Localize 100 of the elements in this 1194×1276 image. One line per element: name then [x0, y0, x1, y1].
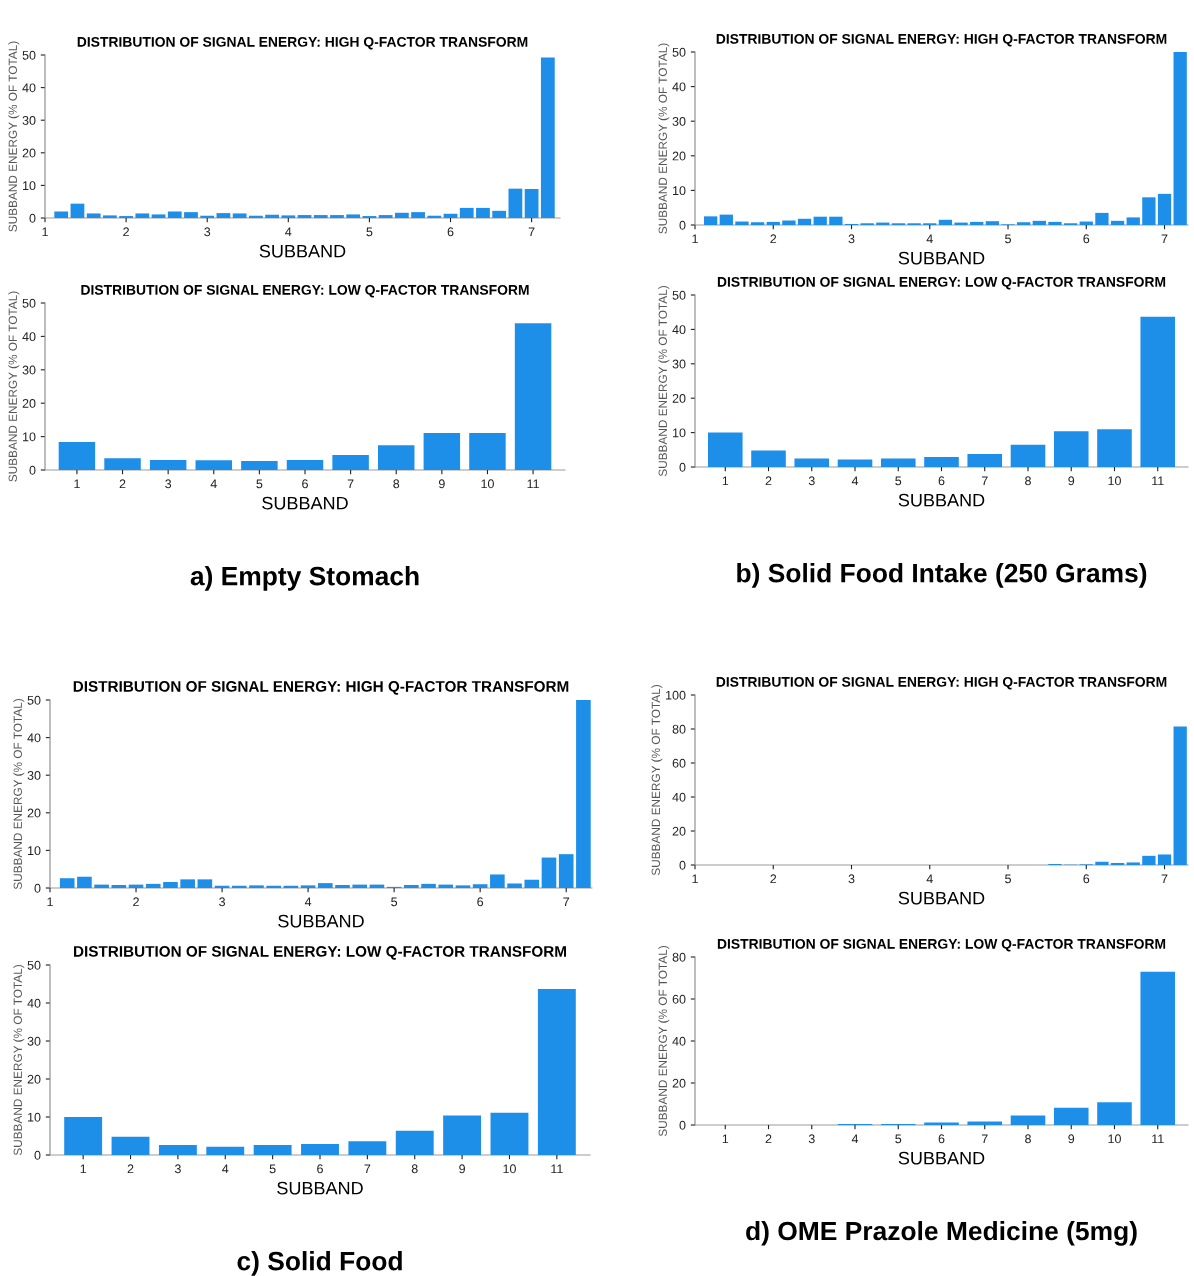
- y-axis-title: SUBBAND ENERGY (% OF TOTAL): [658, 43, 670, 234]
- bar: [524, 879, 540, 888]
- x-tick-label: 6: [447, 227, 454, 237]
- x-tick-label: 3: [808, 1134, 815, 1144]
- y-tick-label: 0: [29, 213, 36, 223]
- y-axis-title: SUBBAND ENERGY (% OF TOTAL): [13, 699, 25, 890]
- bar: [332, 454, 369, 470]
- bar: [249, 885, 264, 888]
- x-tick-label: 7: [528, 227, 535, 237]
- bar: [195, 460, 233, 470]
- x-tick-label: 1: [47, 897, 53, 907]
- bar: [253, 1145, 292, 1155]
- x-tick-label: 9: [438, 479, 445, 489]
- x-tick-label: 10: [481, 479, 494, 489]
- bar: [455, 885, 471, 888]
- x-tick-label: 6: [317, 1164, 323, 1174]
- bar: [837, 459, 873, 467]
- bar: [200, 215, 215, 218]
- y-tick-label: 0: [29, 465, 36, 475]
- bar: [490, 1112, 529, 1155]
- y-tick-label: 50: [27, 960, 41, 970]
- bar: [813, 216, 827, 225]
- bar: [301, 1143, 339, 1155]
- x-tick-label: 9: [1068, 476, 1075, 486]
- x-axis-title: SUBBAND: [898, 1151, 985, 1165]
- x-tick-label: 2: [765, 476, 772, 486]
- y-tick-label: 50: [27, 695, 41, 705]
- text: a) Empty Stomach: [190, 566, 419, 591]
- y-tick-label: 0: [679, 462, 686, 472]
- x-tick-label: 3: [848, 234, 855, 244]
- y-tick-label: 40: [672, 1036, 686, 1046]
- x-tick-label: 5: [256, 479, 263, 489]
- bar: [514, 323, 552, 470]
- x-tick-label: 2: [127, 1164, 134, 1174]
- y-tick-label: 10: [673, 428, 686, 438]
- y-tick-label: 40: [22, 83, 36, 93]
- y-tick-label: 20: [27, 1074, 41, 1084]
- bar: [423, 432, 461, 470]
- x-tick-label: 7: [981, 1134, 988, 1144]
- y-tick-label: 40: [672, 792, 686, 802]
- y-tick-label: 10: [23, 181, 36, 191]
- bar: [135, 213, 150, 218]
- bar: [924, 457, 959, 467]
- bar: [1126, 862, 1140, 865]
- x-tick-label: 6: [938, 1134, 945, 1144]
- x-tick-label: 5: [269, 1164, 276, 1174]
- x-tick-label: 3: [174, 1164, 181, 1174]
- bar: [469, 432, 506, 470]
- bar: [970, 221, 984, 225]
- x-tick-label: 5: [366, 227, 373, 237]
- bar: [163, 881, 178, 888]
- bar: [1110, 220, 1125, 225]
- bar: [394, 212, 409, 218]
- x-tick-label: 1: [80, 1164, 87, 1174]
- bar: [180, 879, 195, 888]
- x-tick-label: 3: [219, 897, 225, 907]
- x-tick-label: 4: [851, 1134, 859, 1144]
- bar: [167, 211, 182, 218]
- bar: [297, 215, 312, 218]
- y-tick-label: 20: [672, 394, 686, 403]
- y-tick-label: 30: [672, 359, 686, 369]
- bar: [348, 1141, 387, 1155]
- bar: [266, 885, 281, 888]
- chart-title: DISTRIBUTION OF SIGNAL ENERGY: LOW Q-FACTOR TRANSFORM: [81, 284, 529, 298]
- bar: [184, 212, 198, 218]
- bar: [1017, 222, 1031, 225]
- y-tick-label: 50: [22, 50, 36, 60]
- bar: [427, 215, 442, 218]
- bar: [508, 188, 523, 218]
- bar: [64, 1117, 103, 1155]
- bar: [151, 214, 166, 218]
- bar: [197, 879, 213, 888]
- bar: [540, 57, 555, 218]
- x-tick-label: 5: [1005, 874, 1011, 884]
- chart-title: DISTRIBUTION OF SIGNAL ENERGY: LOW Q-FACTOR TRANSFORM: [717, 276, 1166, 290]
- chart-title: DISTRIBUTION OF SIGNAL ENERGY: HIGH Q-FACTOR TRANSFORM: [716, 33, 1167, 47]
- bar: [1053, 1107, 1089, 1125]
- y-tick-label: 80: [672, 724, 686, 734]
- x-tick-label: 4: [926, 234, 933, 244]
- bar: [735, 221, 749, 225]
- bar: [395, 1130, 434, 1155]
- x-axis-title: SUBBAND: [277, 1181, 363, 1195]
- bar: [1157, 854, 1172, 865]
- bar: [111, 1136, 150, 1155]
- bar: [719, 214, 733, 225]
- x-tick-label: 6: [938, 476, 945, 486]
- bar: [286, 459, 324, 470]
- bar: [421, 883, 436, 888]
- bar: [541, 857, 557, 888]
- x-tick-label: 2: [770, 234, 777, 244]
- x-tick-label: 9: [1068, 1134, 1075, 1144]
- y-tick-label: 20: [22, 399, 36, 408]
- bar: [149, 459, 187, 470]
- bar: [507, 883, 522, 888]
- x-tick-label: 4: [285, 227, 292, 237]
- bar: [472, 884, 488, 888]
- bar: [1053, 431, 1089, 467]
- bar: [443, 213, 458, 218]
- bar: [1010, 444, 1046, 467]
- y-tick-label: 30: [672, 117, 686, 126]
